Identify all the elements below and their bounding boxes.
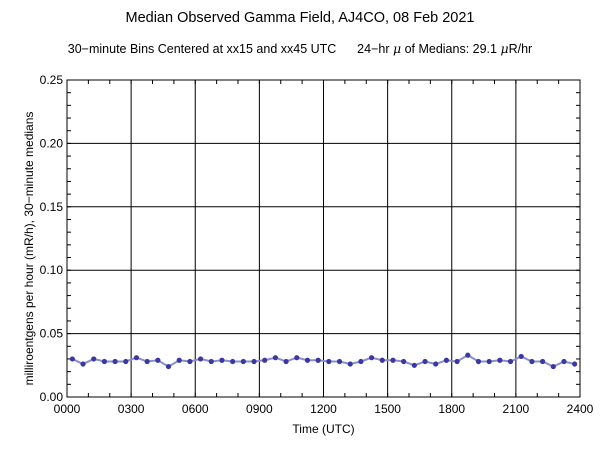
mu-symbol: μ (392, 41, 402, 56)
data-point (304, 357, 311, 363)
data-point (176, 357, 182, 363)
data-point (368, 355, 375, 361)
x-tick-label: 1500 (374, 402, 401, 416)
data-point (379, 357, 385, 363)
data-point (497, 357, 503, 363)
data-point (187, 358, 193, 365)
data-point (155, 357, 161, 363)
data-point (572, 361, 578, 367)
y-tick-label: 0.05 (40, 327, 64, 341)
plot-frame (66, 79, 581, 398)
data-point (230, 358, 236, 365)
data-point (315, 357, 321, 363)
x-tick-label: 0900 (246, 402, 273, 416)
data-point (422, 358, 428, 365)
data-point (69, 356, 75, 362)
data-point (144, 358, 150, 365)
data-point (433, 361, 439, 367)
data-point (507, 358, 514, 365)
subtitle-unit: R/hr (508, 42, 533, 56)
data-point (486, 358, 492, 365)
y-tick-label: 0.25 (40, 73, 64, 87)
data-point (294, 355, 300, 361)
data-point (197, 356, 204, 362)
subtitle-bins: 30−minute Bins Centered at xx15 and xx45… (67, 42, 337, 56)
data-point (411, 362, 417, 368)
x-tick-label: 2400 (567, 402, 594, 416)
data-point (283, 358, 289, 365)
y-tick-label: 0.10 (40, 263, 64, 277)
data-point (336, 358, 343, 365)
data-point (518, 353, 524, 360)
data-point (80, 361, 86, 367)
y-tick-label: 0.20 (40, 136, 64, 150)
data-point (251, 358, 257, 365)
chart-subtitle: 30−minute Bins Centered at xx15 and xx45… (0, 41, 600, 56)
x-tick-label: 0600 (182, 402, 209, 416)
data-point (208, 358, 214, 365)
data-point (529, 358, 535, 365)
chart-title: Median Observed Gamma Field, AJ4CO, 08 F… (125, 10, 475, 26)
data-point (475, 358, 482, 365)
data-point (454, 358, 460, 365)
data-point (123, 358, 129, 365)
x-tick-label: 1800 (438, 402, 465, 416)
data-point (561, 358, 567, 365)
data-point (219, 357, 225, 363)
data-point (240, 358, 246, 365)
y-axis-label: milliroentgens per hour (mR/h), 30−minut… (22, 112, 36, 386)
data-point (358, 358, 364, 365)
data-point (443, 357, 450, 363)
x-tick-label: 0000 (54, 402, 81, 416)
data-point (390, 357, 396, 363)
subtitle-mean-value: of Medians: 29.1 (401, 42, 501, 56)
mu-symbol-unit: μ (500, 41, 509, 56)
y-tick-label: 0.15 (40, 200, 64, 214)
data-point (91, 356, 97, 362)
data-point (101, 358, 108, 365)
data-point (550, 363, 556, 370)
x-tick-label: 0300 (118, 402, 145, 416)
x-tick-label: 2100 (503, 402, 530, 416)
data-point (401, 358, 407, 365)
data-point (465, 352, 471, 358)
data-point (165, 363, 172, 370)
data-point (326, 358, 332, 365)
subtitle-mean-prefix: 24−hr (357, 42, 393, 56)
x-axis-label: Time (UTC) (292, 422, 354, 436)
data-point (539, 358, 546, 365)
data-point (272, 355, 279, 361)
data-point (133, 355, 140, 361)
x-tick-label: 1200 (310, 402, 337, 416)
data-point (262, 357, 268, 363)
data-point (347, 361, 353, 367)
y-tick-label: 0.00 (40, 390, 64, 404)
data-point (112, 358, 118, 365)
